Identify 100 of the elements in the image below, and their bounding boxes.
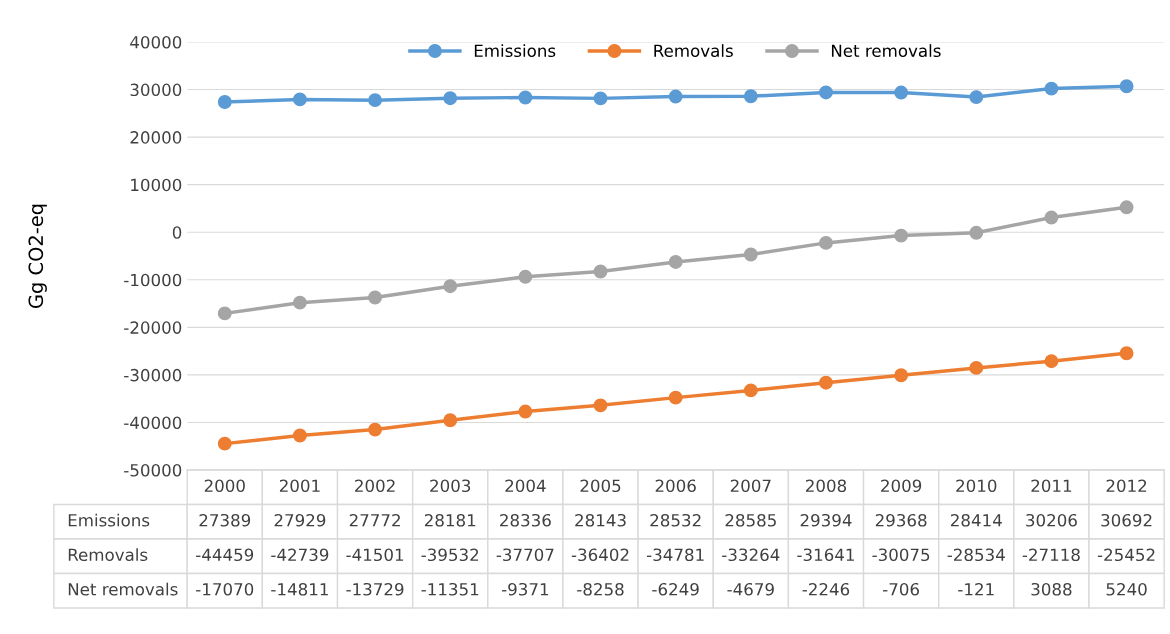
data-label: -27118 — [1022, 548, 1080, 562]
point — [969, 225, 984, 240]
data-label: 29368 — [875, 513, 927, 527]
data-label: 27772 — [349, 513, 400, 527]
x-tick-label: 2007 — [730, 479, 771, 493]
point — [743, 383, 758, 398]
y-tick-label: -30000 — [124, 368, 182, 382]
data-label: -6249 — [652, 582, 699, 596]
data-label: -33264 — [722, 548, 780, 562]
point — [518, 404, 533, 419]
data-label: -706 — [883, 582, 919, 596]
text: Removals — [68, 548, 148, 562]
data-label: -121 — [958, 582, 994, 596]
point — [819, 85, 833, 100]
y-axis-title: Gg CO2-eq — [28, 204, 47, 308]
x-tick-label: 2002 — [355, 479, 395, 493]
data-label: 28532 — [650, 513, 701, 527]
point — [292, 428, 307, 443]
y-tick-label: -10000 — [124, 273, 182, 287]
point — [593, 398, 608, 413]
data-label: -36402 — [571, 548, 629, 562]
y-tick-label: 30000 — [130, 83, 182, 97]
data-label: 27389 — [199, 513, 251, 527]
data-label: -34781 — [646, 548, 704, 562]
point — [969, 90, 984, 105]
data-label: 28181 — [424, 513, 476, 527]
data-label: 30692 — [1101, 513, 1152, 527]
x-tick-label: 2001 — [279, 479, 320, 493]
point — [743, 247, 758, 262]
point — [443, 413, 458, 428]
point — [743, 89, 758, 104]
data-label: 28414 — [950, 513, 1002, 527]
legend-label: Net removals — [831, 44, 941, 58]
x-tick-label: 2009 — [881, 479, 922, 493]
point — [217, 306, 232, 321]
data-label: -25452 — [1097, 548, 1155, 562]
x-tick-label: 2011 — [1031, 479, 1072, 493]
data-label: -44459 — [196, 548, 254, 562]
point — [819, 235, 833, 250]
y-tick-label: 0 — [172, 226, 182, 239]
legend-label: Removals — [654, 44, 733, 58]
point — [593, 264, 608, 279]
point — [1119, 79, 1134, 94]
x-tick-label: 2004 — [505, 479, 546, 493]
x-tick-label: 2010 — [956, 479, 997, 493]
y-tick-label: -40000 — [124, 416, 182, 430]
data-label: -8258 — [577, 582, 624, 596]
point — [368, 93, 383, 108]
x-tick-label: 2006 — [655, 479, 696, 493]
data-label: 30206 — [1026, 513, 1077, 527]
data-label: 3088 — [1031, 582, 1072, 596]
x-tick-label: 2008 — [805, 479, 847, 493]
point — [1119, 346, 1134, 361]
point — [1119, 200, 1134, 215]
y-tick-label: -50000 — [124, 463, 182, 477]
point — [668, 390, 683, 405]
data-label: -42739 — [271, 548, 329, 562]
y-tick-label: 10000 — [131, 178, 182, 192]
x-tick-label: 2003 — [430, 479, 471, 493]
data-label: 28143 — [575, 513, 626, 527]
data-label: -17070 — [196, 582, 254, 596]
point — [292, 92, 307, 107]
point — [1044, 81, 1059, 96]
data-label: -11351 — [421, 582, 479, 596]
point — [1044, 210, 1059, 225]
point — [894, 85, 909, 100]
text: Net removals — [68, 582, 178, 596]
point — [217, 95, 232, 109]
data-label: 28336 — [500, 513, 551, 527]
data-label: 29394 — [800, 513, 852, 527]
point — [443, 91, 458, 106]
point — [292, 295, 307, 310]
y-tick-label: 40000 — [130, 35, 182, 49]
point — [894, 228, 909, 243]
data-label: -37707 — [496, 548, 554, 562]
point — [217, 436, 232, 451]
data-label: -28534 — [947, 548, 1005, 562]
point — [668, 89, 683, 104]
point — [819, 375, 833, 390]
data-label: -2246 — [802, 582, 850, 596]
data-label: -9371 — [501, 582, 549, 596]
point — [1044, 354, 1059, 369]
x-tick-label: 2012 — [1106, 479, 1147, 493]
y-tick-label: -20000 — [124, 321, 182, 334]
data-label: -14811 — [271, 582, 328, 596]
x-tick-label: 2000 — [204, 479, 245, 493]
data-label: -41501 — [346, 548, 404, 562]
data-label: -39532 — [421, 548, 479, 562]
legend-label: Emissions — [474, 44, 556, 58]
point — [894, 368, 909, 383]
data-label: -31641 — [797, 548, 854, 562]
data-label: 27929 — [274, 513, 326, 527]
point — [443, 279, 458, 294]
point — [969, 360, 984, 375]
point — [593, 91, 608, 106]
data-label: -30075 — [872, 548, 930, 562]
text: Emissions — [68, 513, 150, 527]
x-tick-label: 2005 — [580, 479, 621, 493]
point — [368, 422, 383, 437]
data-label: -13729 — [346, 582, 404, 596]
